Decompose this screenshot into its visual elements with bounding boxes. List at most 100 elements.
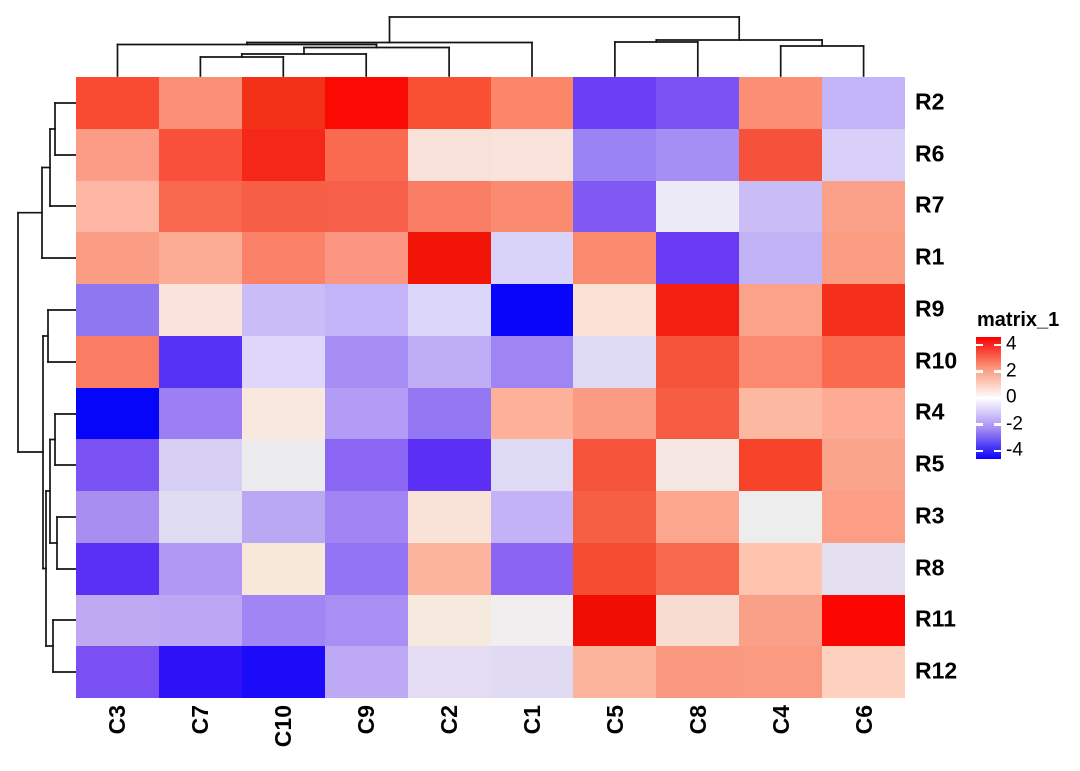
heatmap-cell bbox=[656, 128, 740, 181]
heatmap-cell bbox=[822, 180, 905, 233]
heatmap-cell bbox=[739, 439, 823, 491]
row-label: R7 bbox=[915, 191, 945, 218]
heatmap-cell bbox=[822, 439, 905, 491]
heatmap-cell bbox=[407, 542, 491, 595]
heatmap-cell bbox=[158, 542, 242, 595]
legend-tick-label: 4 bbox=[1006, 333, 1017, 355]
heatmap-cell bbox=[490, 335, 574, 388]
heatmap-cell bbox=[76, 491, 159, 543]
column-label-text: C9 bbox=[353, 705, 380, 735]
heatmap-cell bbox=[573, 232, 657, 284]
heatmap-cell bbox=[490, 646, 574, 698]
heatmap-cell bbox=[573, 284, 657, 336]
heatmap-cell bbox=[407, 232, 491, 284]
heatmap-cell bbox=[822, 542, 905, 595]
heatmap-cell bbox=[158, 180, 242, 233]
heatmap-cell bbox=[241, 594, 325, 647]
heatmap-cell bbox=[739, 646, 823, 698]
legend-title: matrix_1 bbox=[977, 309, 1060, 331]
heatmap-cell bbox=[407, 387, 491, 440]
heatmap-cell bbox=[822, 594, 905, 647]
row-label: R5 bbox=[915, 450, 945, 477]
heatmap-cell bbox=[324, 439, 408, 491]
heatmap-cell bbox=[739, 232, 823, 284]
heatmap-cell bbox=[490, 387, 574, 440]
heatmap-cell bbox=[739, 335, 823, 388]
heatmap-cell bbox=[241, 284, 325, 336]
heatmap-cell bbox=[490, 542, 574, 595]
heatmap-cell bbox=[490, 128, 574, 181]
heatmap-cell bbox=[324, 491, 408, 543]
heatmap-cell bbox=[656, 77, 740, 129]
heatmap-cell bbox=[490, 439, 574, 491]
heatmap-cell bbox=[822, 232, 905, 284]
heatmap-cell bbox=[490, 491, 574, 543]
heatmap-cell bbox=[656, 439, 740, 491]
heatmap-cell bbox=[822, 491, 905, 543]
heatmap-cell bbox=[490, 232, 574, 284]
column-label-text: C5 bbox=[601, 705, 628, 735]
heatmap-cell bbox=[739, 542, 823, 595]
heatmap-cell bbox=[76, 128, 159, 181]
heatmap-cell bbox=[158, 77, 242, 129]
heatmap-cell bbox=[76, 77, 159, 129]
row-label: R2 bbox=[915, 88, 945, 115]
heatmap-cell bbox=[76, 232, 159, 284]
heatmap-cell bbox=[656, 646, 740, 698]
column-label-text: C1 bbox=[518, 705, 545, 735]
row-dendrogram bbox=[17, 102, 77, 673]
row-label: R6 bbox=[915, 140, 945, 167]
heatmap-cell bbox=[76, 646, 159, 698]
heatmap-cell bbox=[324, 594, 408, 647]
heatmap-cell bbox=[739, 128, 823, 181]
heatmap-cell bbox=[76, 439, 159, 491]
legend-tick-mark bbox=[994, 343, 1001, 347]
heatmap-cell bbox=[407, 284, 491, 336]
legend-tick-mark bbox=[994, 370, 1001, 373]
row-label: R8 bbox=[915, 554, 945, 581]
heatmap-cell bbox=[324, 284, 408, 336]
column-label-text: C7 bbox=[187, 705, 214, 735]
legend-tick-label: 2 bbox=[1006, 360, 1017, 382]
legend-tick-label: -2 bbox=[1006, 413, 1023, 435]
heatmap-cell bbox=[822, 77, 905, 129]
heatmap-cell bbox=[573, 180, 657, 233]
heatmap-cell bbox=[573, 542, 657, 595]
heatmap-cell bbox=[324, 387, 408, 440]
row-label: R1 bbox=[915, 243, 945, 270]
heatmap-cell bbox=[573, 594, 657, 647]
heatmap-cell bbox=[490, 594, 574, 647]
heatmap-cell bbox=[573, 128, 657, 181]
heatmap-cell bbox=[739, 387, 823, 440]
heatmap-cell bbox=[76, 387, 159, 440]
heatmap-cell bbox=[324, 335, 408, 388]
legend-tick-mark bbox=[976, 370, 983, 373]
legend-tick-mark bbox=[994, 449, 1001, 453]
heatmap-cell bbox=[76, 542, 159, 595]
heatmap-cell bbox=[324, 128, 408, 181]
heatmap-cell bbox=[158, 232, 242, 284]
heatmap-cell bbox=[573, 335, 657, 388]
row-label: R10 bbox=[915, 347, 958, 374]
heatmap-cell bbox=[822, 335, 905, 388]
heatmap-cell bbox=[407, 439, 491, 491]
heatmap-cell bbox=[158, 439, 242, 491]
heatmap-cell bbox=[739, 491, 823, 543]
heatmap-cell bbox=[407, 335, 491, 388]
heatmap-cell bbox=[822, 646, 905, 698]
heatmap-grid bbox=[76, 77, 905, 698]
heatmap-cell bbox=[822, 128, 905, 181]
heatmap-cell bbox=[656, 180, 740, 233]
legend-tick-mark bbox=[976, 343, 983, 347]
heatmap-cell bbox=[573, 387, 657, 440]
heatmap-cell bbox=[241, 232, 325, 284]
heatmap-cell bbox=[407, 646, 491, 698]
heatmap-cell bbox=[739, 77, 823, 129]
heatmap-cell bbox=[158, 335, 242, 388]
heatmap-cell bbox=[76, 180, 159, 233]
heatmap-cell bbox=[573, 491, 657, 543]
heatmap-cell bbox=[76, 284, 159, 336]
heatmap-cell bbox=[158, 594, 242, 647]
heatmap-cell bbox=[656, 542, 740, 595]
